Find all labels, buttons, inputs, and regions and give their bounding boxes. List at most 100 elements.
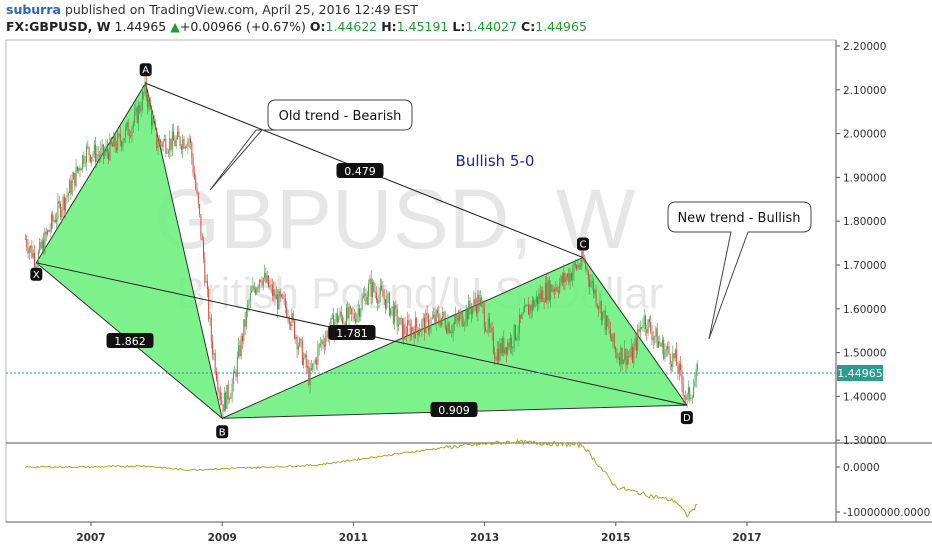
candle [196,182,198,195]
author-link[interactable]: suburra [6,2,61,17]
change-value: +0.00966 (+0.67%) [179,19,306,34]
candle [417,327,419,343]
ratio-label-x-d: 1.781 [328,325,376,340]
candle [560,274,562,287]
candle [481,294,483,308]
candle [652,330,654,349]
candle [533,296,535,310]
candle [669,353,671,372]
candle [339,307,341,320]
candle [281,293,282,299]
candle [318,342,320,356]
candle [336,307,338,327]
candle [52,210,54,229]
candle [297,342,299,356]
candle [262,277,264,291]
candle [599,292,601,314]
candle [244,312,246,336]
candle [641,327,643,330]
candle [404,316,406,340]
candle [464,320,466,332]
candle [286,301,288,319]
candle [299,336,301,348]
candle [613,332,615,350]
candle [654,335,656,346]
candle [438,305,440,326]
candle [82,154,84,173]
y-tick-label: 1.70000 [843,260,886,272]
candle [221,392,223,406]
candle [158,135,160,147]
candle [505,347,507,363]
candle [504,347,506,356]
candle [105,139,107,157]
symbol-label: FX:GBPUSD, W [6,19,111,34]
candle [312,363,314,373]
candle [144,76,146,97]
candle [258,278,260,293]
candle [86,143,87,171]
candle [687,380,689,401]
candle [170,138,172,158]
candle [398,316,399,332]
callout-old-trend-label: Old trend - Bearish [279,109,402,124]
candle [156,127,158,152]
candle [205,274,207,284]
candle [357,300,359,323]
candle [92,151,94,162]
candle [513,323,515,352]
candle [154,119,156,131]
candle [115,140,117,153]
x-tick-label: 2017 [732,532,761,544]
candle [138,99,139,132]
candle [225,391,227,412]
candle [180,143,182,155]
candle [394,302,396,330]
candle [183,135,185,150]
candle [40,238,42,250]
candle [353,309,355,322]
candle [331,313,333,319]
candle [590,274,592,288]
candle [296,334,298,358]
candle [690,394,692,402]
candle [598,305,600,317]
candle [366,290,368,306]
candle [689,386,691,403]
candle [80,167,82,171]
candle [125,123,126,144]
candle [678,361,680,381]
candle [139,101,141,114]
candle [617,353,619,360]
candle [165,134,167,158]
candle [141,86,143,113]
candle [251,285,253,294]
candle [74,172,76,191]
candle [444,310,446,331]
candle [200,214,202,241]
candle [528,296,529,315]
callout-new-trend[interactable]: New trend - Bullish [667,201,812,340]
candle [76,166,78,174]
indicator-line [25,438,698,518]
candle [422,312,424,330]
candle [102,143,104,165]
candle [61,207,63,224]
candle [685,390,687,404]
candle [169,130,171,160]
candle [424,313,425,341]
candle [576,264,578,272]
callout-old-trend[interactable]: Old trend - Bearish [209,99,413,191]
candle [313,360,315,372]
candle [655,326,657,344]
candle [563,264,565,290]
svg-text:A: A [142,65,149,76]
svg-text:1.781: 1.781 [336,327,368,340]
candle [136,105,138,124]
candle [416,317,418,333]
candle [509,332,511,354]
candle [342,314,344,327]
candle [485,321,487,332]
candle [338,315,340,323]
